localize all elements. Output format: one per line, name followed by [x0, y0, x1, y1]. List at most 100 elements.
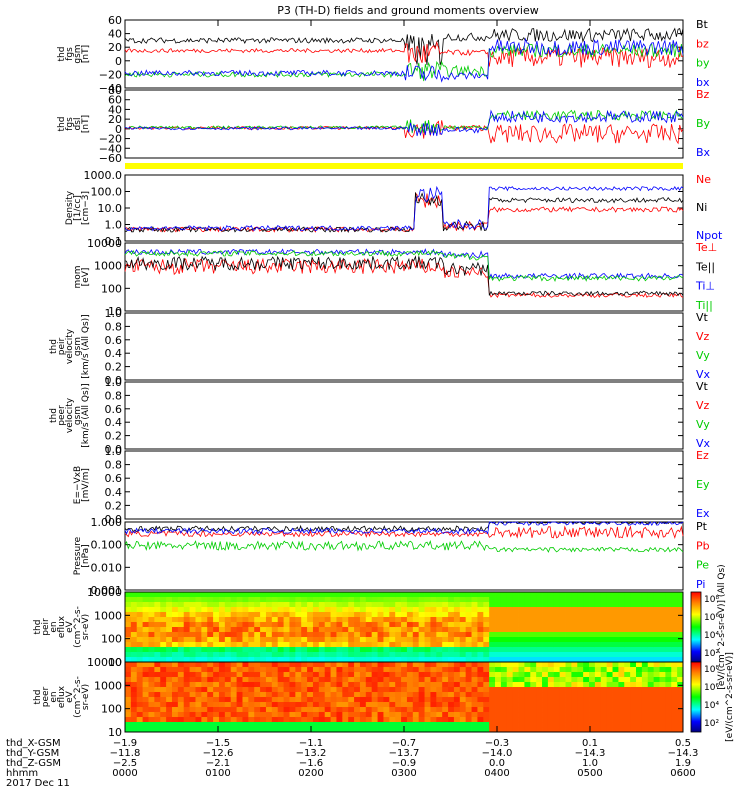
heatmap-cell — [130, 617, 138, 623]
heatmap-cell — [506, 617, 514, 623]
heatmap-cell — [260, 682, 267, 688]
heatmap-cell — [301, 612, 308, 618]
heatmap-cell — [383, 717, 390, 723]
heatmap-cell — [224, 627, 232, 633]
heatmap-cell — [665, 602, 672, 608]
heatmap-cell — [530, 697, 537, 703]
heatmap-cell — [324, 647, 331, 653]
heatmap-cell — [289, 687, 296, 693]
heatmap-cell — [401, 652, 408, 658]
heatmap-cell — [148, 592, 155, 598]
heatmap-cell — [183, 612, 191, 618]
heatmap-cell — [171, 597, 179, 603]
heatmap-cell — [201, 622, 208, 628]
heatmap-cell — [600, 617, 608, 623]
heatmap-cell — [583, 592, 590, 598]
heatmap-cell — [307, 682, 314, 688]
heatmap-cell — [195, 692, 202, 698]
heatmap-cell — [160, 647, 167, 653]
heatmap-cell — [371, 677, 378, 683]
heatmap-cell — [354, 597, 361, 603]
heatmap-cell — [659, 702, 666, 708]
heatmap-cell — [289, 712, 296, 718]
heatmap-cell — [636, 622, 643, 628]
heatmap-cell — [459, 622, 467, 628]
y-axis-label: en — [49, 691, 59, 702]
heatmap-cell — [177, 707, 185, 713]
heatmap-cell — [289, 652, 296, 658]
heatmap-cell — [442, 672, 449, 678]
heatmap-cell — [371, 652, 378, 658]
heatmap-cell — [307, 617, 314, 623]
heatmap-cell — [542, 637, 549, 643]
heatmap-cell — [301, 597, 308, 603]
heatmap-cell — [207, 627, 214, 633]
heatmap-cell — [354, 627, 361, 633]
heatmap-cell — [630, 687, 637, 693]
heatmap-cell — [383, 677, 390, 683]
heatmap-cell — [495, 697, 502, 703]
heatmap-cell — [618, 592, 625, 598]
heatmap-cell — [565, 612, 572, 618]
heatmap-cell — [600, 622, 608, 628]
legend-Vt: Vt — [696, 380, 709, 393]
heatmap-cell — [659, 707, 666, 713]
heatmap-cell — [207, 642, 214, 648]
heatmap-cell — [277, 702, 284, 708]
heatmap-cell — [401, 667, 408, 673]
heatmap-cell — [183, 672, 191, 678]
heatmap-cell — [236, 722, 243, 728]
heatmap-cell — [465, 602, 472, 608]
heatmap-cell — [553, 717, 561, 723]
heatmap-cell — [148, 597, 155, 603]
heatmap-cell — [459, 677, 467, 683]
heatmap-cell — [213, 602, 220, 608]
heatmap-cell — [412, 592, 420, 598]
heatmap-cell — [336, 727, 343, 733]
trace-Bx — [124, 109, 684, 137]
heatmap-cell — [489, 667, 496, 673]
heatmap-cell — [365, 652, 373, 658]
heatmap-cell — [207, 662, 214, 668]
heatmap-cell — [518, 667, 525, 673]
heatmap-cell — [453, 727, 461, 733]
heatmap-cell — [201, 712, 208, 718]
heatmap-cell — [542, 697, 549, 703]
heatmap-cell — [606, 677, 613, 683]
heatmap-cell — [636, 692, 643, 698]
heatmap-cell — [283, 702, 290, 708]
heatmap-cell — [624, 647, 631, 653]
heatmap-cell — [500, 642, 508, 648]
heatmap-cell — [612, 632, 619, 638]
heatmap-cell — [677, 677, 684, 683]
heatmap-cell — [342, 692, 349, 698]
heatmap-cell — [218, 647, 226, 653]
heatmap-cell — [530, 687, 537, 693]
x-date-label: 2017 Dec 11 — [6, 778, 70, 789]
heatmap-cell — [260, 717, 267, 723]
heatmap-cell — [260, 597, 267, 603]
y-tick-label: 0.6 — [105, 403, 123, 416]
heatmap-cell — [677, 657, 684, 663]
heatmap-cell — [471, 637, 478, 643]
x-tick-label: −2.1 — [206, 758, 230, 769]
heatmap-cell — [489, 727, 496, 733]
heatmap-cell — [283, 602, 290, 608]
heatmap-cell — [336, 717, 343, 723]
heatmap-cell — [242, 617, 249, 623]
heatmap-cell — [195, 652, 202, 658]
heatmap-cell — [342, 642, 349, 648]
heatmap-cell — [630, 707, 637, 713]
heatmap-cell — [559, 717, 566, 723]
x-tick-label: −1.6 — [299, 758, 323, 769]
heatmap-cell — [336, 662, 343, 668]
heatmap-cell — [577, 592, 584, 598]
heatmap-cell — [318, 622, 326, 628]
heatmap-cell — [471, 627, 478, 633]
heatmap-cell — [136, 657, 144, 663]
heatmap-cell — [242, 622, 249, 628]
y-axis-label: peir — [57, 337, 67, 355]
heatmap-cell — [401, 592, 408, 598]
heatmap-cell — [565, 702, 572, 708]
heatmap-cell — [641, 702, 649, 708]
